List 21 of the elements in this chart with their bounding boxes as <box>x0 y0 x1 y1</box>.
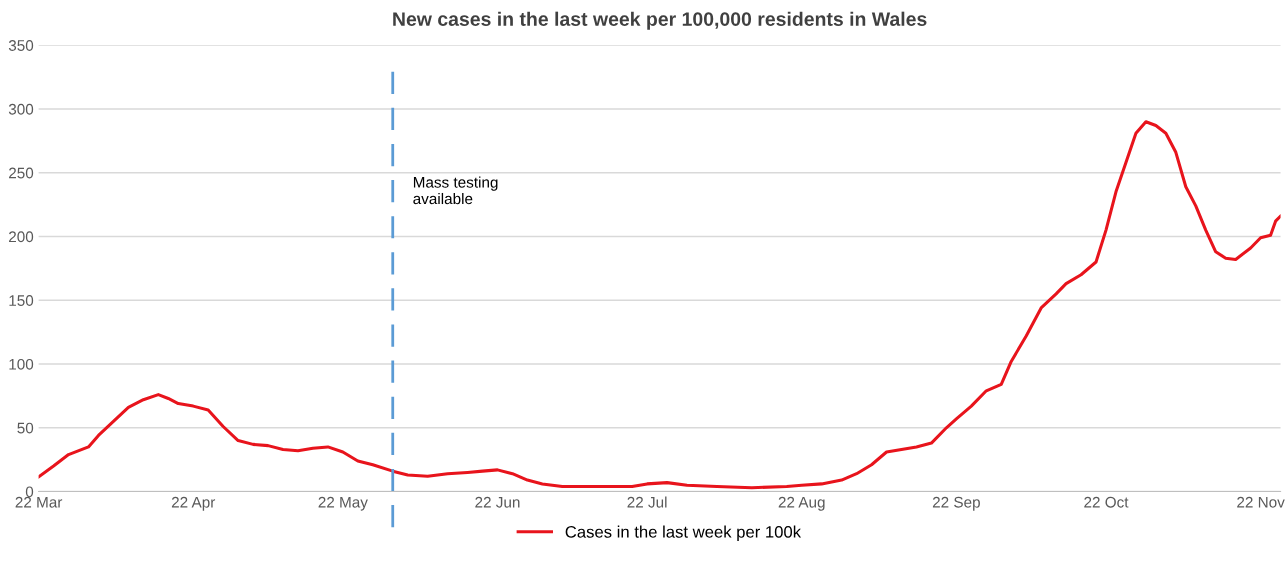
line-series <box>38 120 1281 490</box>
chart-title: New cases in the last week per 100,000 residents in Wales <box>393 11 927 30</box>
x-tick-label: 22 Oct <box>1084 496 1129 508</box>
x-tick-label: 22 Nov <box>1237 496 1285 508</box>
y-tick-label: 300 <box>8 103 34 115</box>
x-tick-label: 22 Aug <box>778 496 825 511</box>
y-tick-label: 250 <box>9 167 34 179</box>
x-tick-label: 22 Mar <box>15 496 63 508</box>
x-tick-label: 22 May <box>318 496 368 511</box>
legend-label: Cases in the last week per 100k <box>565 525 802 542</box>
x-tick-label: 22 Sep <box>932 496 980 511</box>
x-tick-label: 22 Apr <box>171 496 216 511</box>
y-tick-label: 100 <box>9 358 34 370</box>
y-tick-label: 0 <box>25 486 34 498</box>
y-tick-label: 50 <box>17 422 34 434</box>
x-tick-label: 22 Jul <box>627 496 667 508</box>
ref-line-label: Mass testing available <box>413 176 498 205</box>
y-tick-label: 200 <box>9 231 34 243</box>
y-tick-label: 350 <box>8 40 34 51</box>
y-tick-label: 150 <box>9 295 34 306</box>
x-tick-label: 22 Jun <box>475 496 520 508</box>
